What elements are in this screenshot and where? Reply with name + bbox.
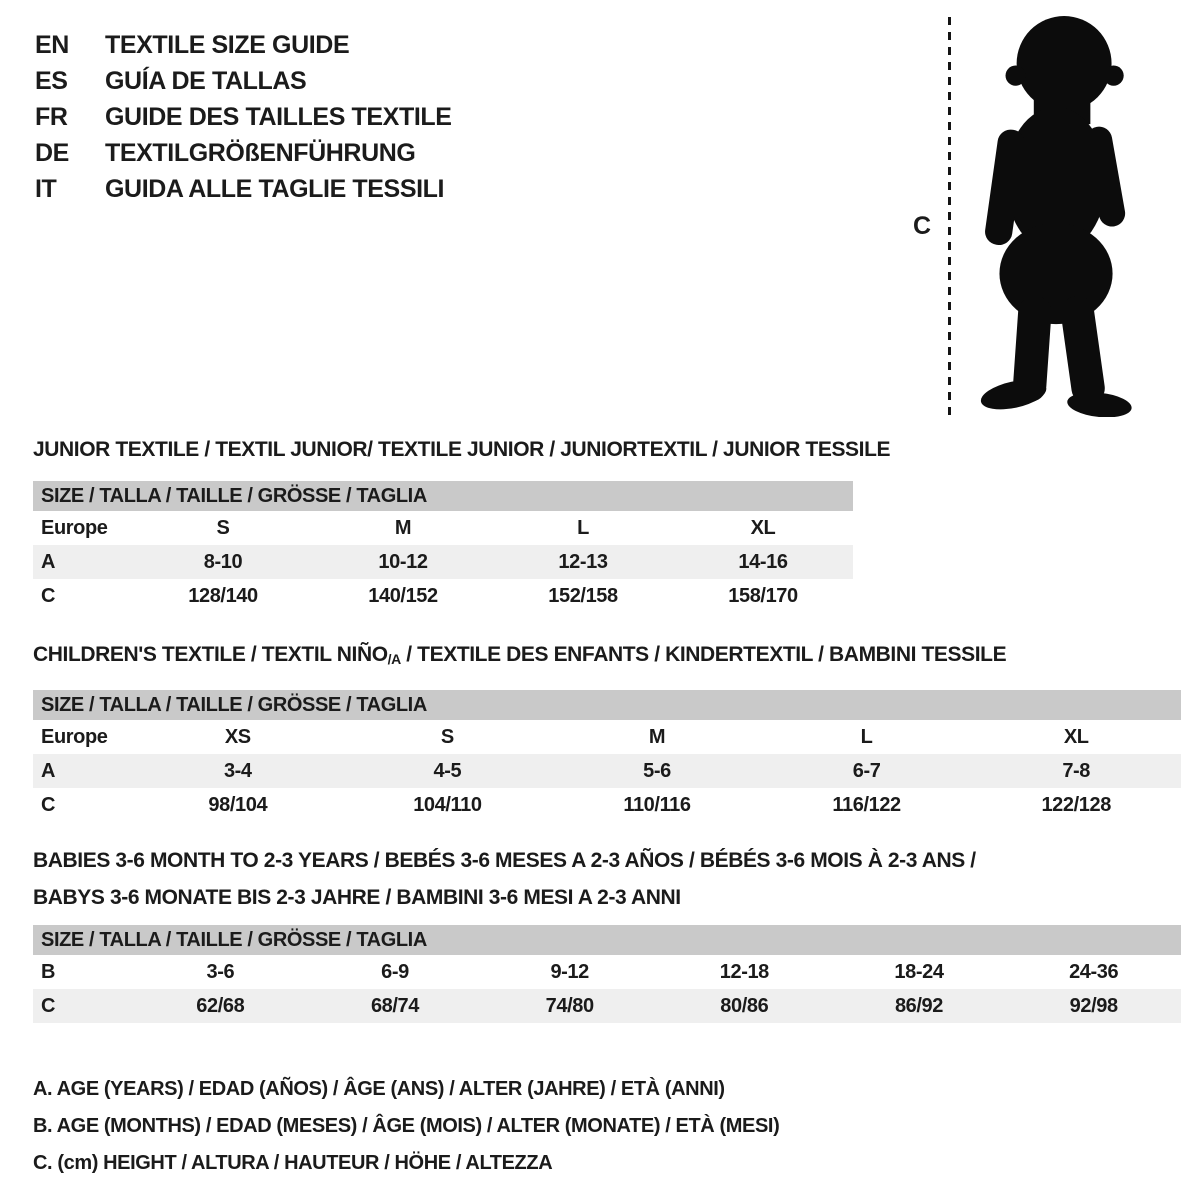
row-label: Europe <box>41 725 108 748</box>
guide-title-es: GUÍA DE TALLAS <box>105 67 307 95</box>
table-cell: M <box>648 725 666 748</box>
table-cell: 116/122 <box>832 793 901 816</box>
table-cell: S <box>440 725 454 748</box>
table-row-height: C 62/68 68/74 74/80 80/86 86/92 92/98 <box>33 989 1181 1023</box>
table-cell: 74/80 <box>545 994 594 1017</box>
table-cell: 122/128 <box>1041 793 1111 816</box>
table-cell: 140/152 <box>368 584 438 607</box>
table-cell: 3-6 <box>206 960 235 983</box>
size-header-band: SIZE / TALLA / TAILLE / GRÖSSE / TAGLIA <box>33 690 1181 720</box>
table-cell: XL <box>1063 725 1089 748</box>
table-cell: XL <box>750 516 776 539</box>
language-code: IT <box>35 175 57 203</box>
table-cell: 92/98 <box>1069 994 1118 1017</box>
row-label: A <box>41 550 56 573</box>
language-row-en: EN TEXTILE SIZE GUIDE <box>35 27 452 63</box>
table-cell: 7-8 <box>1062 759 1091 782</box>
table-cell: 12-18 <box>719 960 770 983</box>
language-row-it: IT GUIDA ALLE TAGLIE TESSILI <box>35 171 452 207</box>
table-cell: 14-16 <box>738 550 788 573</box>
table-row-height: C 128/140 140/152 152/158 158/170 <box>33 579 853 613</box>
table-cell: 104/110 <box>413 793 482 816</box>
babies-section-title-line2: BABYS 3-6 MONATE BIS 2-3 JAHRE / BAMBINI… <box>33 886 681 909</box>
size-header-band: SIZE / TALLA / TAILLE / GRÖSSE / TAGLIA <box>33 925 1181 955</box>
table-cell: 6-7 <box>852 759 881 782</box>
table-cell: 4-5 <box>433 759 462 782</box>
row-label: C <box>41 584 56 607</box>
table-cell: 10-12 <box>378 550 428 573</box>
table-cell: 98/104 <box>208 793 268 816</box>
table-cell: 9-12 <box>550 960 589 983</box>
table-cell: 3-4 <box>223 759 252 782</box>
guide-title-fr: GUIDE DES TAILLES TEXTILE <box>105 103 452 131</box>
table-cell: 24-36 <box>1069 960 1119 983</box>
table-row-europe: Europe S M L XL <box>33 511 853 545</box>
table-cell: 86/92 <box>894 994 944 1017</box>
children-title-suffix: / TEXTILE DES ENFANTS / KINDERTEXTIL / B… <box>400 643 1007 666</box>
guide-title-en: TEXTILE SIZE GUIDE <box>105 31 350 59</box>
row-label: B <box>41 960 56 983</box>
table-cell: 6-9 <box>381 960 409 983</box>
table-cell: 8-10 <box>203 550 243 573</box>
language-row-de: DE TEXTILGRÖßENFÜHRUNG <box>35 135 452 171</box>
language-code: DE <box>35 139 69 167</box>
babies-section-title-line1: BABIES 3-6 MONTH TO 2-3 YEARS / BEBÉS 3-… <box>33 849 976 872</box>
children-title-prefix: CHILDREN'S TEXTILE / TEXTIL NIÑO <box>33 643 388 666</box>
table-cell: 12-13 <box>558 550 608 573</box>
legend-line-b: B. AGE (MONTHS) / EDAD (MESES) / ÂGE (MO… <box>33 1115 780 1137</box>
junior-size-table: SIZE / TALLA / TAILLE / GRÖSSE / TAGLIA … <box>33 481 853 613</box>
measure-legend: A. AGE (YEARS) / EDAD (AÑOS) / ÂGE (ANS)… <box>33 1071 780 1182</box>
table-row-height: C 98/104 104/110 110/116 116/122 122/128 <box>33 788 1181 822</box>
table-cell: 128/140 <box>188 584 258 607</box>
row-label: A <box>41 759 56 782</box>
junior-section-title: JUNIOR TEXTILE / TEXTIL JUNIOR/ TEXTILE … <box>33 438 891 461</box>
table-cell: 18-24 <box>894 960 944 983</box>
row-label: Europe <box>41 516 108 539</box>
legend-line-c: C. (cm) HEIGHT / ALTURA / HAUTEUR / HÖHE… <box>33 1152 553 1174</box>
table-cell: 5-6 <box>643 759 671 782</box>
table-cell: 152/158 <box>548 584 618 607</box>
table-cell: 158/170 <box>728 584 798 607</box>
babies-size-table: SIZE / TALLA / TAILLE / GRÖSSE / TAGLIA … <box>33 925 1181 1023</box>
table-cell: L <box>860 725 873 748</box>
language-row-es: ES GUÍA DE TALLAS <box>35 63 452 99</box>
table-cell: M <box>394 516 412 539</box>
row-label: C <box>41 793 56 816</box>
table-row-europe: Europe XS S M L XL <box>33 720 1181 754</box>
children-title-sub: /A <box>387 651 402 667</box>
table-row-age: A 3-4 4-5 5-6 6-7 7-8 <box>33 754 1181 788</box>
children-size-table: SIZE / TALLA / TAILLE / GRÖSSE / TAGLIA … <box>33 690 1181 822</box>
language-row-fr: FR GUIDE DES TAILLES TEXTILE <box>35 99 452 135</box>
toddler-silhouette-icon <box>980 16 1132 417</box>
table-cell: 62/68 <box>196 994 245 1017</box>
table-cell: S <box>216 516 230 539</box>
height-dashed-line <box>948 17 951 417</box>
guide-title-de: TEXTILGRÖßENFÜHRUNG <box>105 139 416 167</box>
table-row-age: A 8-10 10-12 12-13 14-16 <box>33 545 853 579</box>
size-header-band: SIZE / TALLA / TAILLE / GRÖSSE / TAGLIA <box>33 481 853 511</box>
height-measure-label: C <box>913 212 931 240</box>
table-cell: 68/74 <box>370 994 420 1017</box>
language-header: EN TEXTILE SIZE GUIDE ES GUÍA DE TALLAS … <box>35 27 452 207</box>
table-cell: XS <box>224 725 251 748</box>
guide-title-it: GUIDA ALLE TAGLIE TESSILI <box>105 175 445 203</box>
height-measure-figure: C <box>905 12 1155 424</box>
language-code: FR <box>35 103 68 131</box>
table-cell: 80/86 <box>720 994 769 1017</box>
language-code: ES <box>35 67 68 95</box>
table-cell: L <box>577 516 589 539</box>
children-section-title: CHILDREN'S TEXTILE / TEXTIL NIÑO/A / TEX… <box>33 643 1007 667</box>
legend-line-a: A. AGE (YEARS) / EDAD (AÑOS) / ÂGE (ANS)… <box>33 1078 725 1100</box>
row-label: C <box>41 994 56 1017</box>
table-row-age-months: B 3-6 6-9 9-12 12-18 18-24 24-36 <box>33 955 1181 989</box>
table-cell: 110/116 <box>623 793 691 816</box>
language-code: EN <box>35 31 69 59</box>
